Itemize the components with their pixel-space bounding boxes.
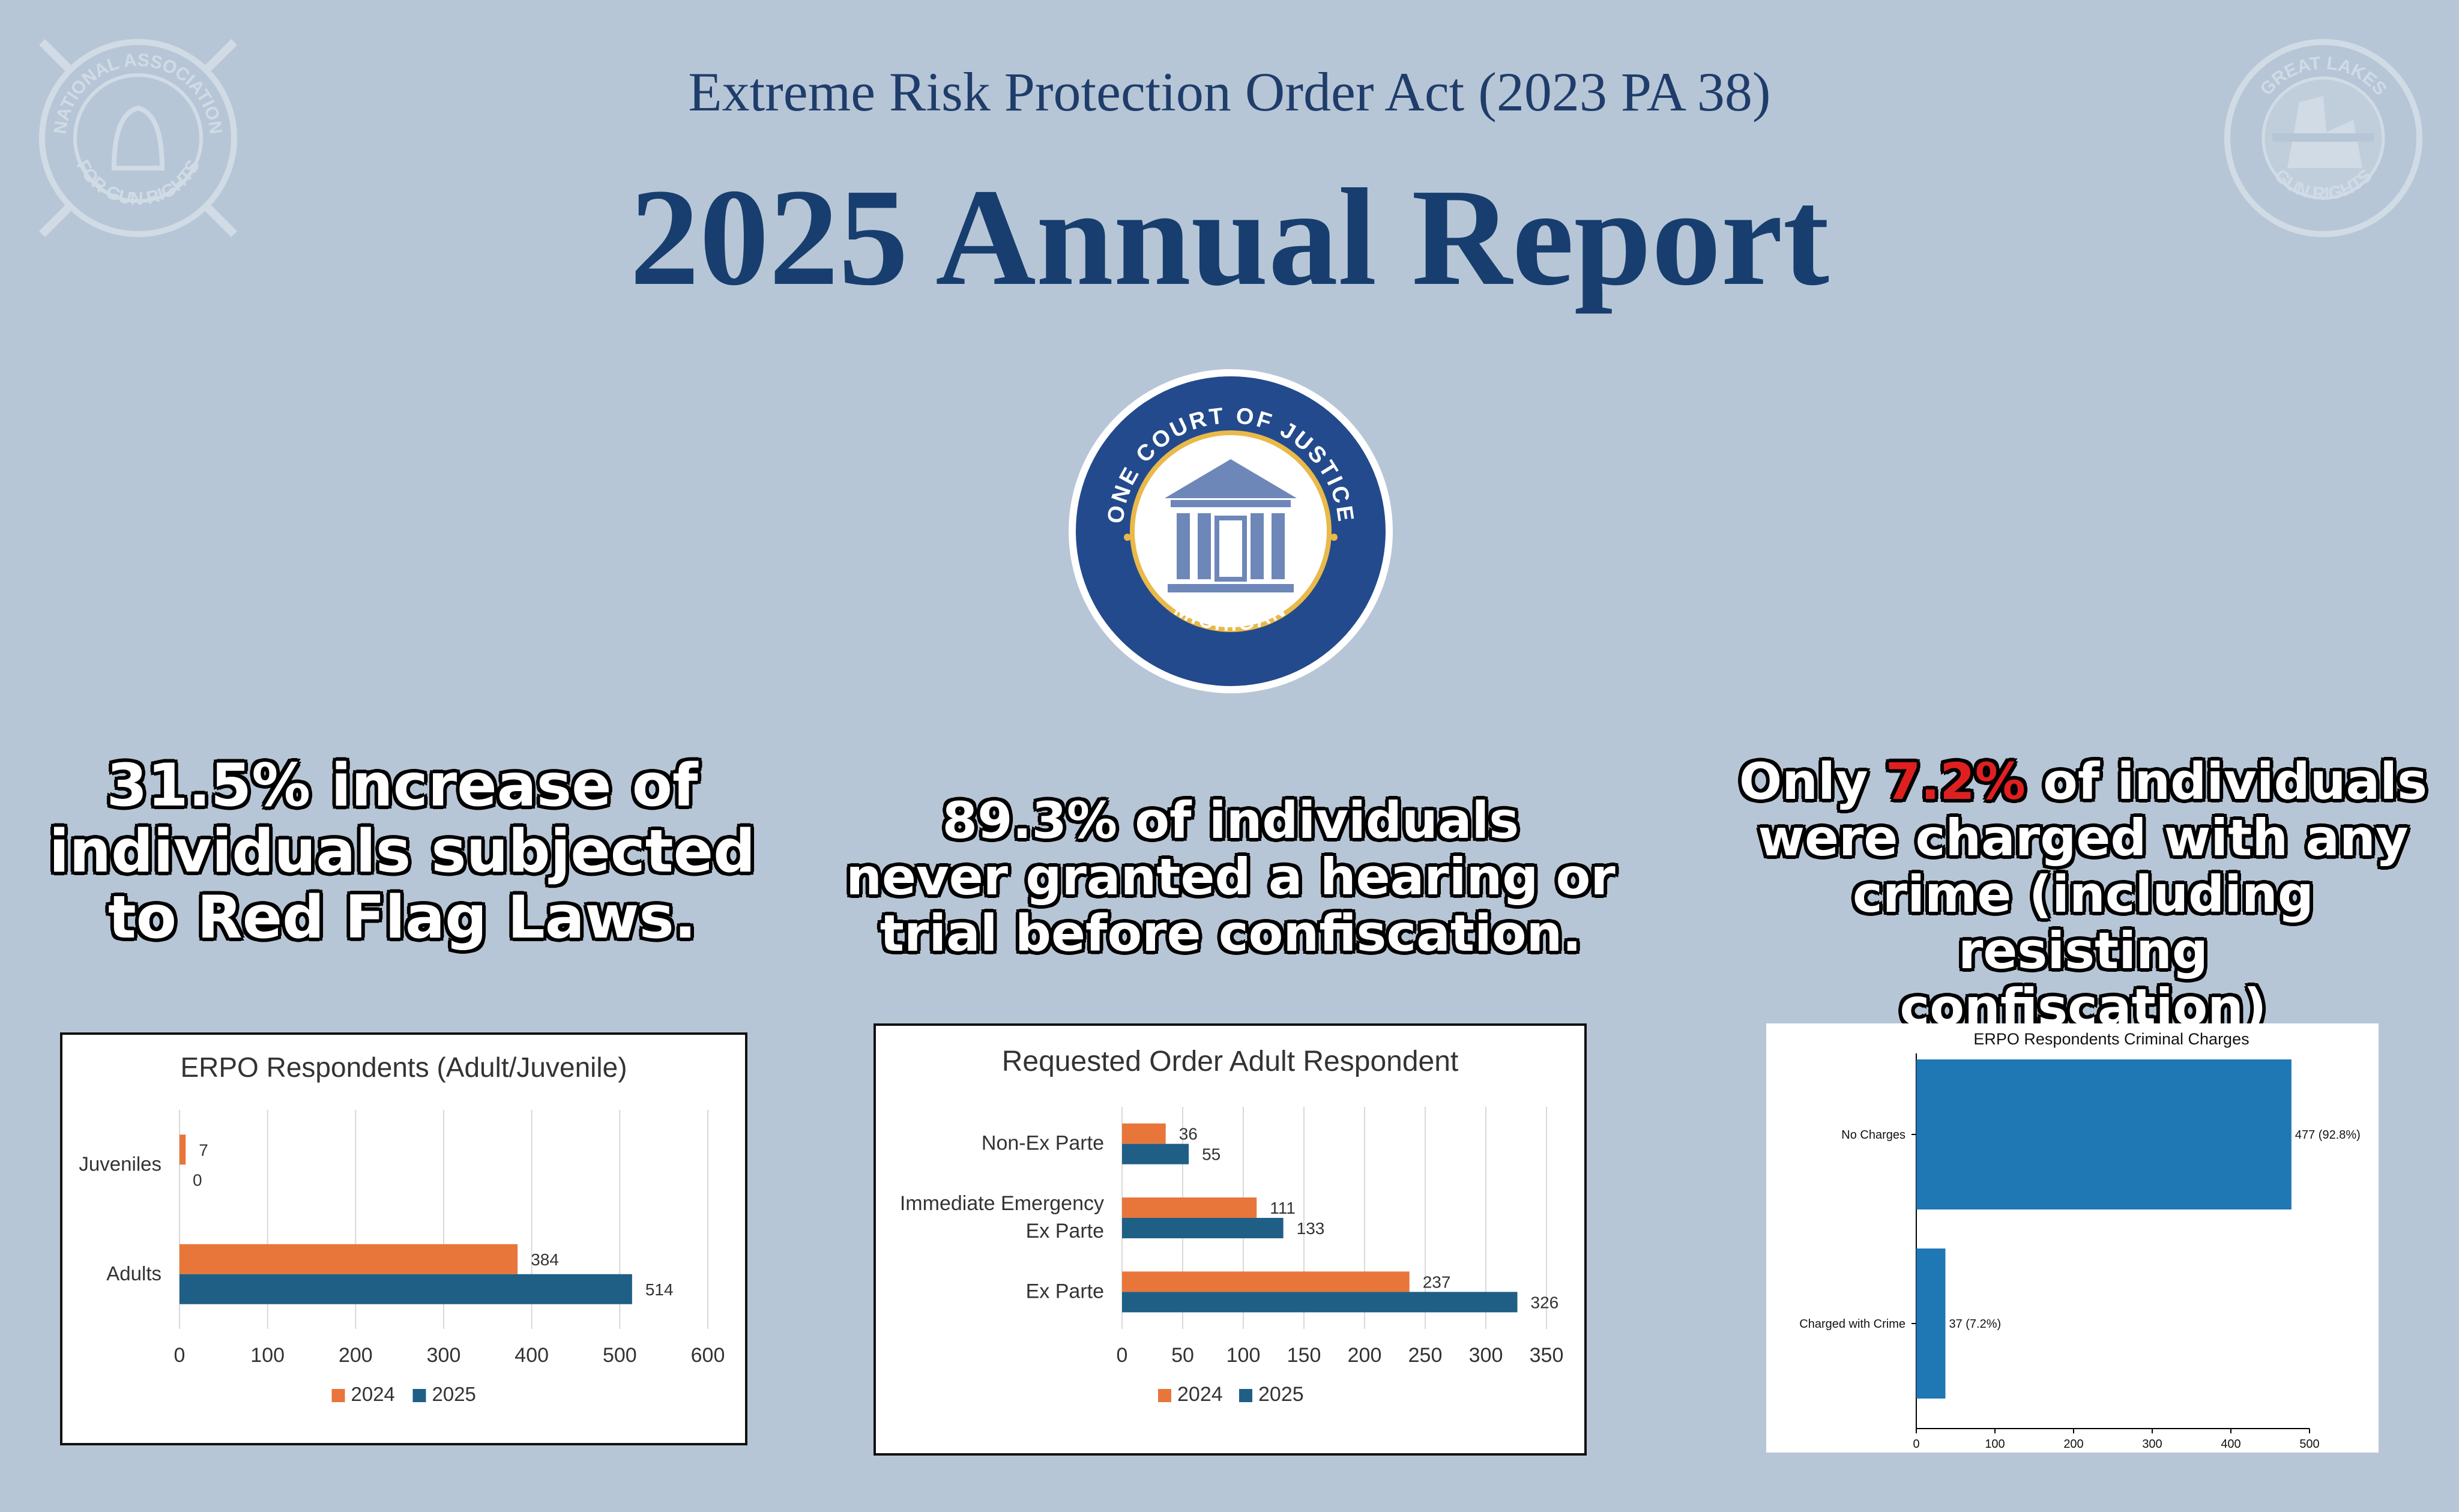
seal-star-icon: [1124, 534, 1131, 541]
michigan-map-icon: [2287, 96, 2362, 168]
x-tick-label: 300: [427, 1344, 461, 1367]
bar-2024: [1122, 1197, 1257, 1218]
x-tick-label: 200: [339, 1344, 373, 1367]
category-label: Immediate Emergency: [900, 1192, 1104, 1215]
chart-requested-order: Requested Order Adult Respondent 0 50 100 15…: [900, 1046, 1564, 1406]
bar-2025: [1122, 1292, 1518, 1313]
x-tick-label: 350: [1530, 1344, 1564, 1367]
bar-2024: [180, 1134, 186, 1165]
headline-line: never granted a hearing or: [846, 848, 1616, 907]
headline-right: Only 7.2% of individuals were charged wi…: [1729, 753, 2437, 1035]
data-label: 133: [1297, 1219, 1325, 1238]
chart-title: ERPO Respondents (Adult/Juvenile): [180, 1052, 627, 1083]
category-label: Juveniles: [79, 1152, 161, 1175]
data-label: 237: [1423, 1273, 1451, 1291]
data-label: 55: [1202, 1145, 1220, 1164]
data-label: 326: [1531, 1293, 1559, 1312]
data-label: 111: [1270, 1199, 1296, 1217]
legend-label: 2024: [351, 1383, 395, 1405]
x-tick-label: 400: [2221, 1438, 2240, 1451]
seal-star-icon: [1330, 534, 1338, 541]
headline-line: Only 7.2% of individuals: [1729, 753, 2437, 810]
chart-panel-criminal-charges: ERPO Respondents Criminal Charges 0 100 200…: [1766, 1023, 2379, 1453]
headline-line: individuals subjected: [49, 817, 756, 886]
courthouse-icon: [1165, 459, 1297, 592]
bar: [1916, 1059, 2292, 1209]
chart-panel-requested-order: Requested Order Adult Respondent 0 50 100 15…: [873, 1023, 1587, 1456]
headline-prefix: Only: [1739, 752, 1886, 811]
category-label: Adults: [106, 1262, 161, 1285]
data-label: 0: [193, 1170, 202, 1189]
x-tick-label: 250: [1408, 1344, 1443, 1367]
bar-2024: [1122, 1123, 1166, 1144]
x-tick-label: 200: [1348, 1344, 1382, 1367]
headline-line: 89.3% of individuals: [942, 791, 1519, 850]
legend-swatch: [1158, 1389, 1171, 1402]
x-tick-label: 500: [603, 1344, 637, 1367]
legend-swatch: [1239, 1389, 1252, 1402]
x-tick-label: 0: [1913, 1438, 1919, 1451]
data-label: 37 (7.2%): [1949, 1318, 2001, 1331]
category-label: Charged with Crime: [1799, 1318, 1905, 1331]
report-subtitle: Extreme Risk Protection Order Act (2023 …: [688, 61, 1771, 122]
data-label: 36: [1179, 1125, 1198, 1143]
x-tick-label: 100: [250, 1344, 285, 1367]
bar-2025: [1122, 1218, 1284, 1238]
category-label: Non-Ex Parte: [982, 1132, 1104, 1155]
legend-label: 2025: [1258, 1383, 1304, 1406]
headline-line: were charged with any: [1758, 809, 2409, 868]
headline-middle: 89.3% of individuals never granted a hea…: [840, 792, 1621, 962]
headline-line: to Red Flag Laws.: [107, 883, 697, 952]
bar-2025: [180, 1274, 632, 1304]
report-title: 2025 Annual Report: [629, 160, 1830, 315]
x-tick-label: 100: [1985, 1438, 2005, 1451]
legend-label: 2025: [432, 1383, 476, 1405]
x-tick-label: 300: [2142, 1438, 2162, 1451]
x-tick-label: 200: [2063, 1438, 2083, 1451]
x-tick-label: 600: [691, 1344, 725, 1367]
x-tick-label: 50: [1171, 1344, 1194, 1367]
x-tick-label: 0: [1117, 1344, 1128, 1367]
x-tick-label: 0: [174, 1344, 186, 1367]
data-label: 514: [645, 1280, 674, 1299]
nagr-logo: NATIONAL ASSOCIATION FOR GUN RIGHTS: [39, 39, 237, 237]
category-label: Ex Parte: [1026, 1220, 1104, 1242]
one-court-of-justice-seal: ONE COURT OF JUSTICE MICHIGAN: [1069, 369, 1393, 693]
liberty-bell-icon: [111, 105, 165, 170]
chart-title: Requested Order Adult Respondent: [1002, 1046, 1459, 1077]
category-label: Ex Parte: [1026, 1280, 1104, 1303]
headline-suffix: of individuals: [2025, 752, 2428, 811]
data-label: 7: [199, 1140, 208, 1159]
headline-highlight: 7.2%: [1885, 752, 2026, 811]
category-label: No Charges: [1841, 1128, 1905, 1142]
legend-swatch: [412, 1389, 426, 1402]
x-tick-label: 400: [514, 1344, 549, 1367]
bar-2024: [1122, 1271, 1410, 1292]
chart-adult-juvenile: ERPO Respondents (Adult/Juvenile) 0 100 200…: [79, 1052, 725, 1405]
legend-swatch: [331, 1389, 345, 1402]
data-label: 384: [531, 1250, 559, 1269]
chart-panel-adult-juvenile: ERPO Respondents (Adult/Juvenile) 0 100 200…: [60, 1032, 747, 1445]
bar-2024: [180, 1244, 518, 1274]
headline-line: crime (including resisting: [1853, 865, 2314, 981]
data-label: 477 (92.8%): [2295, 1128, 2361, 1142]
rifle-icon: [2272, 133, 2374, 142]
chart-title: ERPO Respondents Criminal Charges: [1973, 1030, 2249, 1048]
x-tick-label: 100: [1226, 1344, 1261, 1367]
x-tick-label: 150: [1287, 1344, 1321, 1367]
headline-line: 31.5% increase of: [106, 751, 698, 820]
bar-2025: [1122, 1143, 1189, 1164]
x-tick-label: 500: [2299, 1438, 2319, 1451]
great-lakes-logo: GREAT LAKES GUN RIGHTS: [2224, 39, 2422, 237]
x-tick-label: 300: [1469, 1344, 1503, 1367]
headline-left: 31.5% increase of individuals subjected …: [42, 753, 762, 951]
legend-label: 2024: [1177, 1383, 1223, 1406]
headline-line: trial before confiscation.: [880, 904, 1582, 963]
bar: [1916, 1248, 1946, 1399]
chart-criminal-charges: ERPO Respondents Criminal Charges 0 100 200…: [1799, 1030, 2361, 1451]
